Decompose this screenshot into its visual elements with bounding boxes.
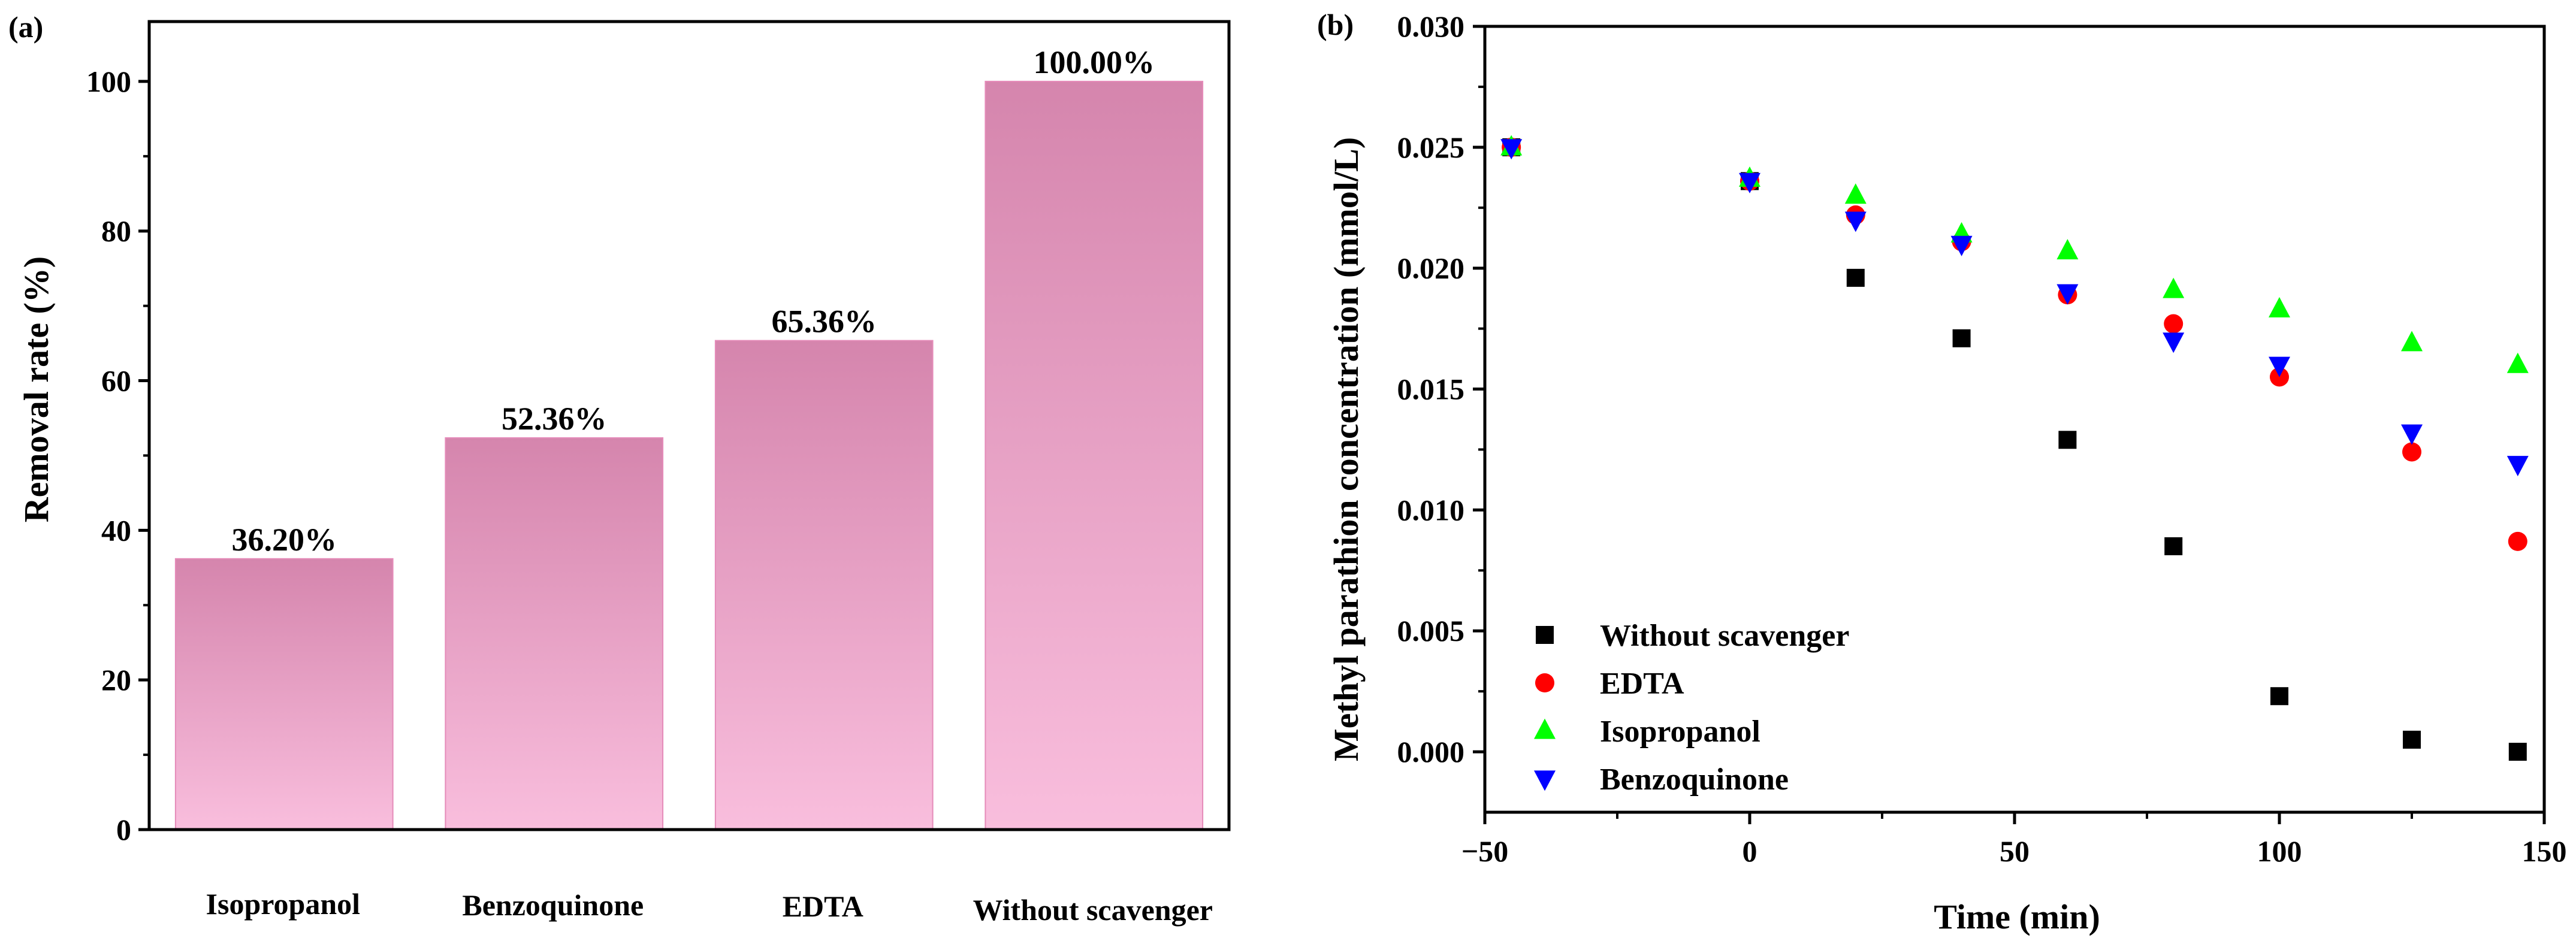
bar-value-label: 65.36% (772, 304, 877, 340)
y-tick-label: 100 (86, 65, 131, 98)
legend-marker (1535, 673, 1554, 692)
bar-value-label: 100.00% (1034, 44, 1155, 80)
y-tick-label: 40 (101, 513, 131, 547)
legend-label: Without scavenger (1600, 619, 1849, 653)
data-point (1500, 139, 1523, 160)
data-point (2402, 442, 2421, 462)
scatter-series (1500, 135, 2529, 761)
x-tick-label: −50 (1461, 834, 1509, 868)
bar-category-label: Benzoquinone (462, 888, 644, 922)
y-tick-label: 60 (101, 364, 131, 398)
data-point (2270, 687, 2288, 706)
data-point (1846, 268, 1865, 287)
bar-category-label: Without scavenger (973, 893, 1213, 927)
bar (445, 437, 664, 830)
scatter-chart-panel: (b) −50 0 50 100 150 0.000 0.005 0.010 0.015 0.02… (1317, 8, 2567, 936)
data-point (2056, 239, 2079, 260)
x-tick-label: 150 (2522, 834, 2567, 868)
y-tick-label: 0.000 (1397, 735, 1465, 769)
bar-chart-y-axis-title: Removal rate (%) (17, 256, 56, 523)
bar-category-label: EDTA (783, 889, 863, 923)
legend-marker (1536, 626, 1554, 644)
data-point (2269, 356, 2290, 377)
bar (714, 340, 934, 830)
legend-label: Benzoquinone (1600, 763, 1789, 797)
y-tick-label: 0.005 (1397, 614, 1465, 648)
data-point (2164, 314, 2184, 334)
data-point (2506, 352, 2529, 373)
scatter-y-axis-title: Methyl parathion concentration (mmol/L) (1327, 137, 1366, 761)
bar-category-label: Isopropanol (206, 887, 361, 921)
bar-series: 36.20% 52.36% 65.36% 100.00% (174, 44, 1204, 830)
data-point (2508, 531, 2527, 551)
legend-marker (1534, 770, 1556, 791)
y-tick-label: 0 (116, 813, 131, 846)
bar-chart-panel: (a) 36.20% 52.36% 65.36% 100.00% Isopropano… (8, 10, 1231, 927)
bar-chart-frame (147, 20, 1231, 831)
panel-b-label: (b) (1317, 8, 1354, 41)
bar (174, 558, 394, 830)
data-point (2403, 730, 2421, 749)
bar (985, 80, 1204, 830)
data-point (1844, 183, 1867, 204)
scatter-chart-axes: −50 0 50 100 150 0.000 0.005 0.010 0.015 0.020 0.0… (1397, 10, 2567, 868)
data-point (2163, 332, 2185, 353)
x-tick-label: 100 (2257, 834, 2302, 868)
y-tick-label: 80 (101, 214, 131, 248)
bar-value-label: 52.36% (502, 401, 607, 437)
y-tick-label: 20 (101, 663, 131, 697)
legend-marker (1534, 718, 1556, 739)
y-tick-label: 0.020 (1397, 252, 1465, 285)
data-point (2401, 424, 2423, 445)
data-point (2164, 537, 2183, 555)
scatter-legend: Without scavenger EDTA Isopropanol Benzoqui… (1534, 619, 1849, 797)
data-point (1739, 173, 1760, 193)
data-point (2401, 331, 2423, 352)
data-point (1950, 235, 1973, 256)
y-tick-label: 0.030 (1397, 10, 1465, 43)
y-tick-label: 0.025 (1397, 131, 1465, 164)
data-point (2058, 431, 2077, 449)
legend-label: Isopropanol (1600, 715, 1760, 749)
scatter-x-axis-title: Time (min) (1934, 897, 2100, 936)
data-point (2506, 456, 2529, 477)
bar-chart-axes: Isopropanol Benzoquinone EDTA Without scave… (86, 20, 1231, 927)
data-point (2269, 296, 2290, 317)
data-point (2163, 277, 2185, 298)
data-point (1844, 211, 1867, 232)
y-tick-label: 0.015 (1397, 373, 1465, 406)
data-point (2508, 743, 2527, 761)
panel-a-label: (a) (8, 10, 43, 44)
legend-label: EDTA (1600, 667, 1684, 701)
x-tick-label: 50 (2000, 834, 2030, 868)
data-point (2056, 284, 2079, 305)
x-tick-label: 0 (1743, 834, 1757, 868)
y-tick-label: 0.010 (1397, 493, 1465, 527)
data-point (1952, 329, 1971, 347)
bar-value-label: 36.20% (232, 522, 337, 558)
